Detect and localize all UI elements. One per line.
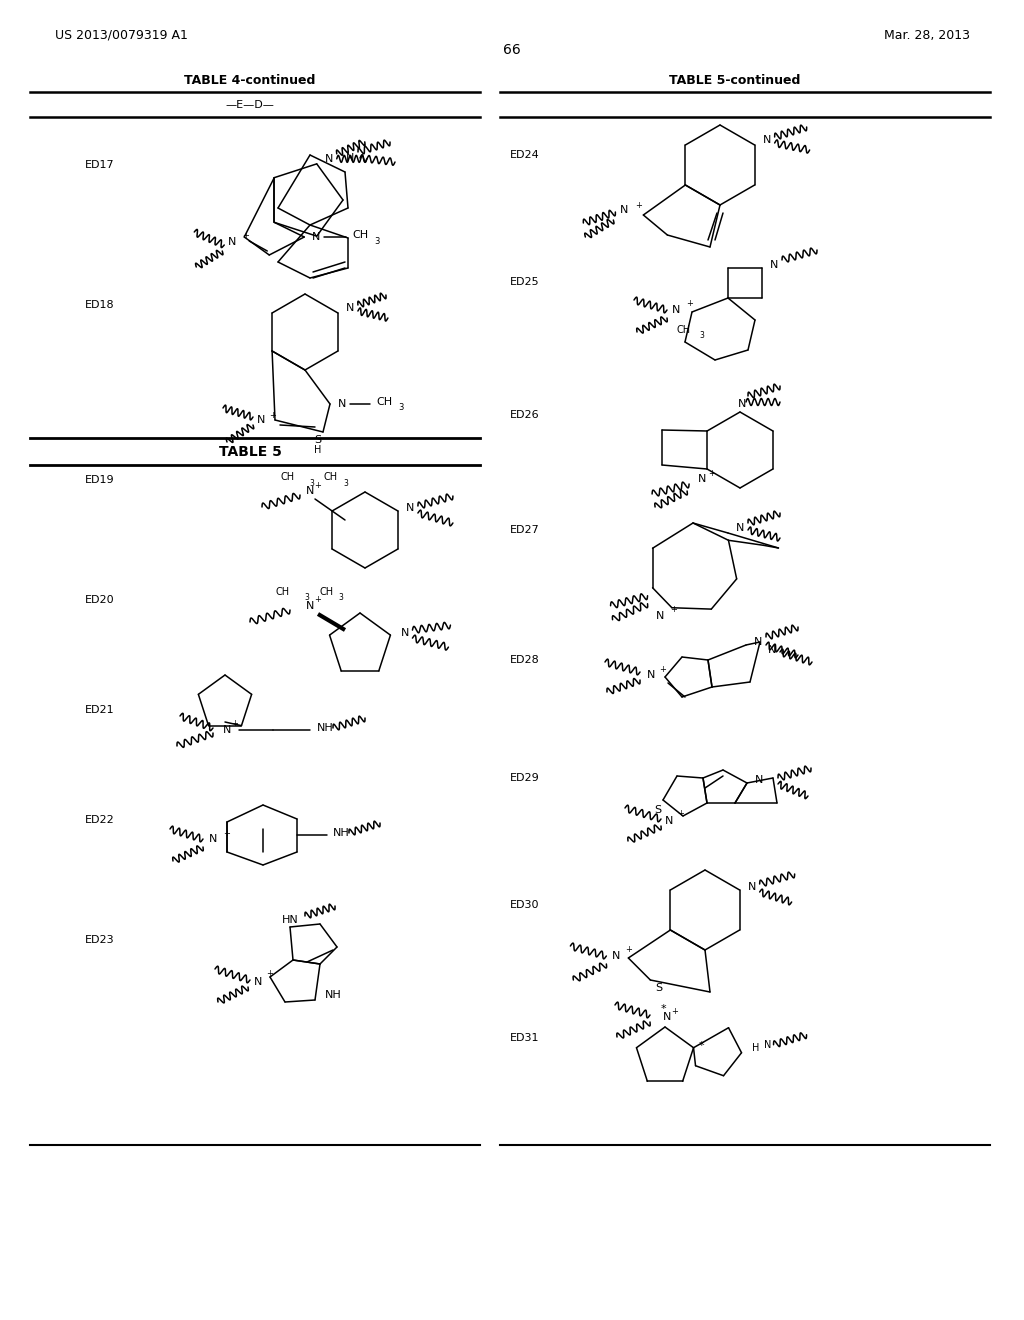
Text: NH: NH xyxy=(325,990,342,1001)
Text: N: N xyxy=(338,399,346,409)
Text: N: N xyxy=(209,834,217,843)
Text: N: N xyxy=(257,414,265,425)
Text: 3: 3 xyxy=(699,331,705,341)
Text: —E—D—: —E—D— xyxy=(225,100,274,110)
Text: +: + xyxy=(671,606,677,614)
Text: CH: CH xyxy=(324,473,338,482)
Text: +: + xyxy=(269,411,276,420)
Text: S: S xyxy=(654,805,662,814)
Text: +: + xyxy=(709,469,716,478)
Text: N: N xyxy=(755,775,763,785)
Text: ED20: ED20 xyxy=(85,595,115,605)
Text: N: N xyxy=(306,601,314,611)
Text: N: N xyxy=(768,645,776,655)
Text: 66: 66 xyxy=(503,44,521,57)
Text: N: N xyxy=(763,135,771,145)
Text: 3: 3 xyxy=(344,479,348,487)
Text: N: N xyxy=(655,611,664,620)
Text: CH: CH xyxy=(677,325,691,335)
Text: +: + xyxy=(243,231,249,239)
Text: ED29: ED29 xyxy=(510,774,540,783)
Text: +: + xyxy=(672,1006,679,1015)
Text: S: S xyxy=(314,436,322,445)
Text: H: H xyxy=(314,445,322,455)
Text: N: N xyxy=(770,260,778,271)
Text: 3: 3 xyxy=(374,236,380,246)
Text: 3: 3 xyxy=(304,594,309,602)
Text: N: N xyxy=(620,205,629,215)
Text: H: H xyxy=(752,1043,759,1053)
Text: CH: CH xyxy=(376,397,392,407)
Text: HN: HN xyxy=(282,915,298,925)
Text: +: + xyxy=(266,969,273,978)
Text: N: N xyxy=(312,232,321,242)
Text: +: + xyxy=(678,809,684,818)
Text: CH: CH xyxy=(275,587,290,597)
Text: ED18: ED18 xyxy=(85,300,115,310)
Text: CH: CH xyxy=(352,230,369,240)
Text: 3: 3 xyxy=(309,479,314,487)
Text: ED26: ED26 xyxy=(510,411,540,420)
Text: N: N xyxy=(738,399,746,409)
Text: ED27: ED27 xyxy=(510,525,540,535)
Text: NH: NH xyxy=(317,723,334,733)
Text: N: N xyxy=(754,638,763,647)
Text: ED31: ED31 xyxy=(510,1034,540,1043)
Text: N: N xyxy=(400,628,409,638)
Text: ED24: ED24 xyxy=(510,150,540,160)
Text: +: + xyxy=(659,664,667,673)
Text: N: N xyxy=(306,486,314,496)
Text: 3: 3 xyxy=(339,594,343,602)
Text: NH: NH xyxy=(333,828,350,838)
Text: CH: CH xyxy=(281,473,295,482)
Text: ED19: ED19 xyxy=(85,475,115,484)
Text: S: S xyxy=(654,983,662,993)
Text: N: N xyxy=(406,503,415,513)
Text: N: N xyxy=(665,816,673,826)
Text: TABLE 5-continued: TABLE 5-continued xyxy=(670,74,801,87)
Text: N: N xyxy=(698,474,707,484)
Text: *: * xyxy=(660,1005,666,1014)
Text: N: N xyxy=(228,238,237,247)
Text: N: N xyxy=(646,671,655,680)
Text: N: N xyxy=(672,305,680,315)
Text: +: + xyxy=(314,480,322,490)
Text: +: + xyxy=(686,300,693,309)
Text: ED25: ED25 xyxy=(510,277,540,286)
Text: +: + xyxy=(314,595,322,605)
Text: US 2013/0079319 A1: US 2013/0079319 A1 xyxy=(55,29,187,41)
Text: N: N xyxy=(748,882,756,892)
Text: +: + xyxy=(231,719,239,729)
Text: N: N xyxy=(612,950,621,961)
Text: N: N xyxy=(663,1012,671,1022)
Text: N: N xyxy=(346,304,354,313)
Text: ED22: ED22 xyxy=(85,814,115,825)
Text: TABLE 5: TABLE 5 xyxy=(218,445,282,459)
Text: ED17: ED17 xyxy=(85,160,115,170)
Text: +: + xyxy=(625,945,632,954)
Text: N: N xyxy=(764,1040,771,1049)
Text: ED30: ED30 xyxy=(510,900,540,909)
Text: TABLE 4-continued: TABLE 4-continued xyxy=(184,74,315,87)
Text: N: N xyxy=(254,977,262,987)
Text: N: N xyxy=(346,153,354,162)
Text: N: N xyxy=(736,523,744,533)
Text: CH: CH xyxy=(319,587,333,597)
Text: ED28: ED28 xyxy=(510,655,540,665)
Text: ED23: ED23 xyxy=(85,935,115,945)
Text: N: N xyxy=(325,154,333,164)
Text: Mar. 28, 2013: Mar. 28, 2013 xyxy=(884,29,970,41)
Text: 3: 3 xyxy=(398,404,403,412)
Text: +: + xyxy=(635,201,642,210)
Text: *: * xyxy=(698,1040,705,1051)
Text: ED21: ED21 xyxy=(85,705,115,715)
Text: +: + xyxy=(223,829,230,837)
Text: N: N xyxy=(223,725,231,735)
